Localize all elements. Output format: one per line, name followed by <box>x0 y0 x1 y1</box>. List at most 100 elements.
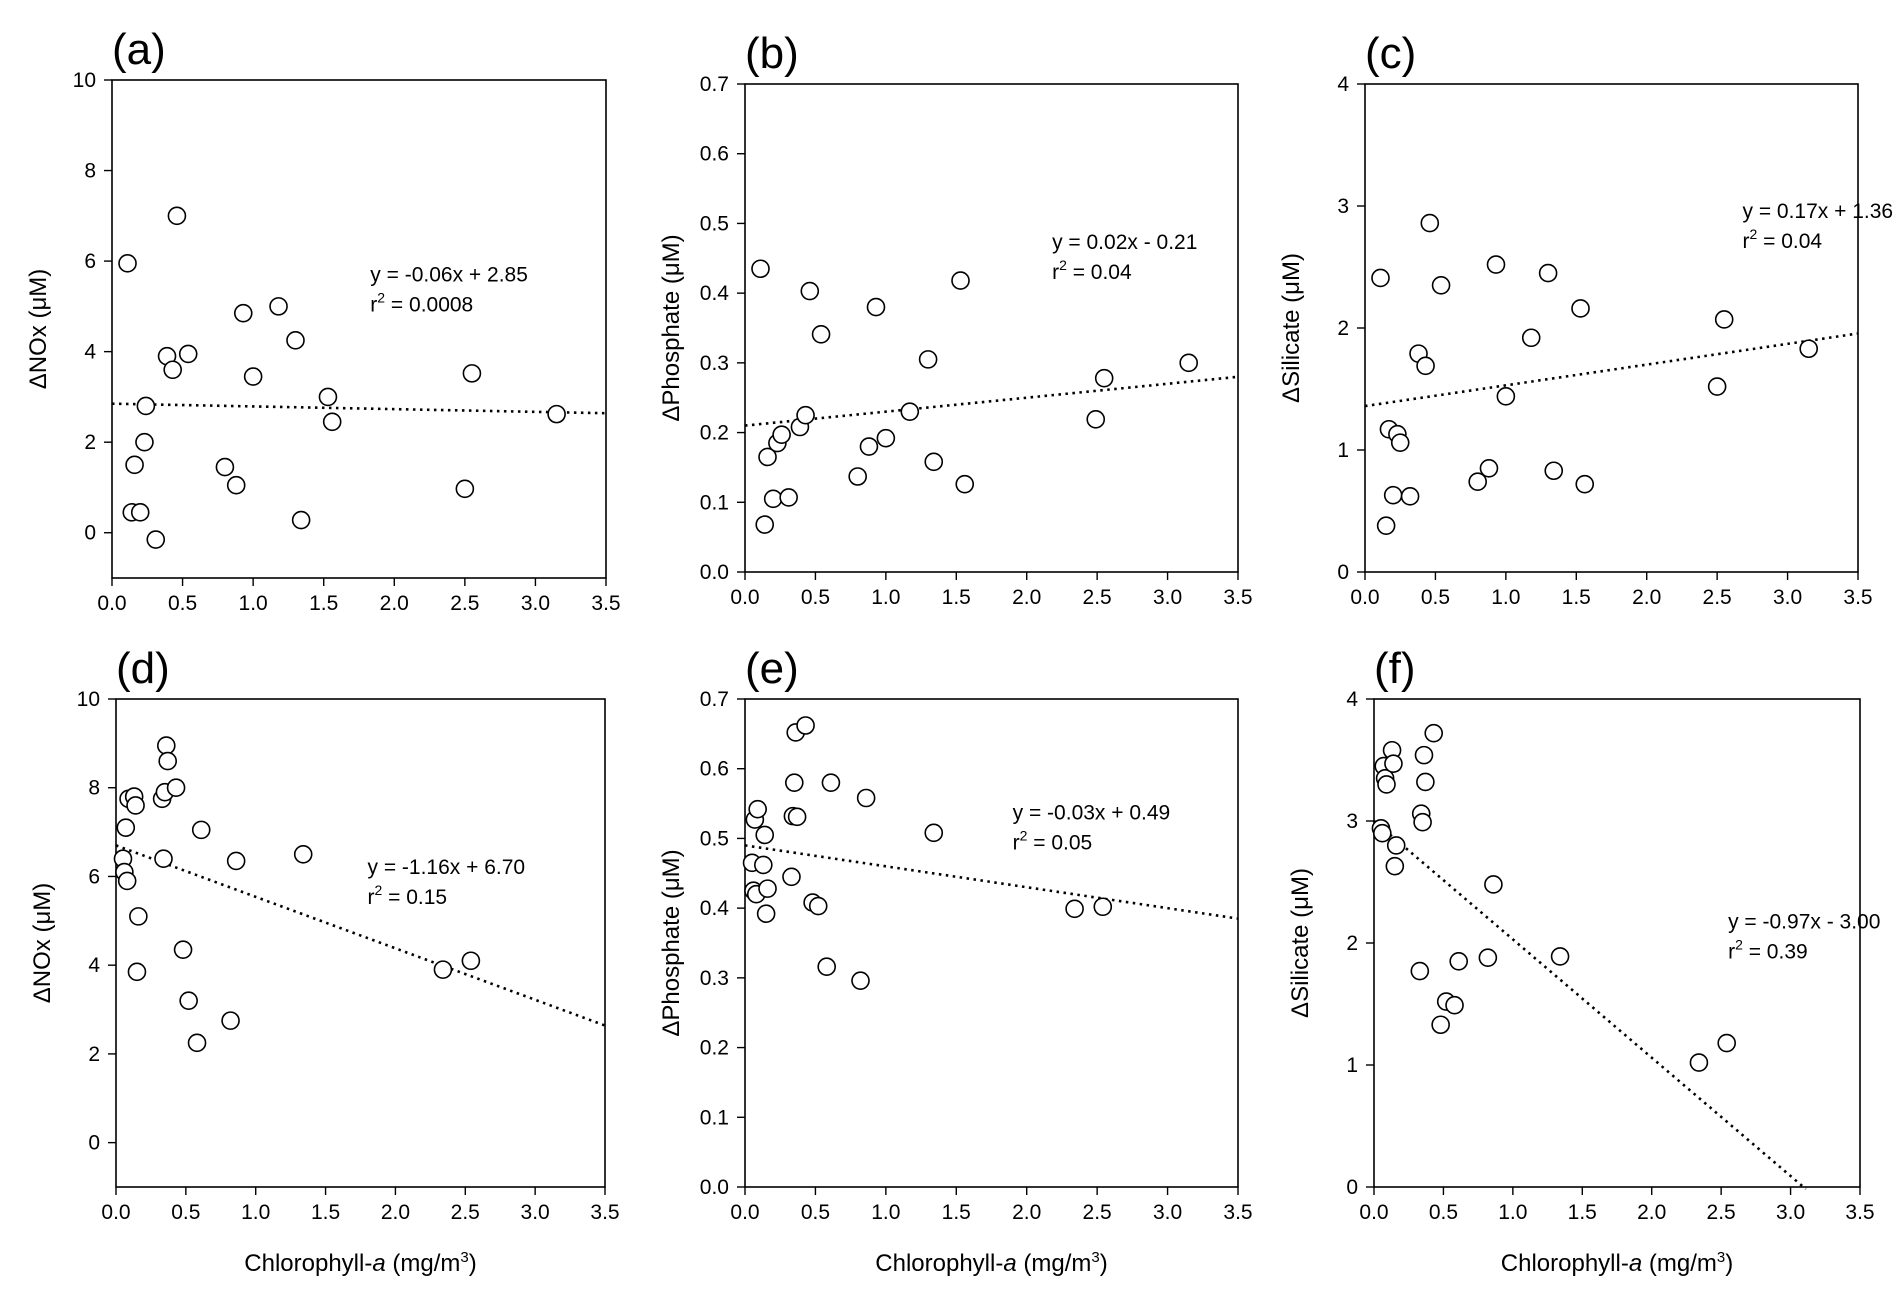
data-point-e <box>748 799 767 819</box>
y-tick-label-b: 0.7 <box>700 73 729 96</box>
r-squared-d: r2 = 0.15 <box>367 882 447 909</box>
data-point-c <box>1376 516 1396 535</box>
data-point-e <box>755 825 775 845</box>
data-point-a <box>130 503 150 522</box>
x-tick-label-a: 3.0 <box>521 592 550 615</box>
r-squared-c: r2 = 0.04 <box>1742 226 1822 253</box>
x-tick-label-a: 2.5 <box>450 592 479 615</box>
y-tick-label-d: 10 <box>77 688 100 711</box>
x-tick-label-f: 2.5 <box>1707 1201 1736 1224</box>
regression-line-c <box>1364 332 1859 408</box>
regression-line-b <box>744 375 1239 427</box>
y-tick-label-f: 3 <box>1346 810 1358 833</box>
y-tick-label-c: 0 <box>1337 561 1349 584</box>
x-tick-label-e: 1.5 <box>942 1201 971 1224</box>
data-point-c <box>1799 339 1818 359</box>
data-point-f <box>1445 995 1464 1015</box>
data-point-d <box>461 951 481 971</box>
panel-label-c: (c) <box>1365 29 1416 78</box>
data-point-f <box>1424 723 1444 743</box>
x-tick-label-b: 0.0 <box>730 586 759 609</box>
y-tick-label-f: 2 <box>1346 932 1358 955</box>
data-point-a <box>118 254 137 273</box>
y-tick-label-e: 0.5 <box>700 827 729 850</box>
data-point-f <box>1449 951 1469 971</box>
data-point-f <box>1410 961 1430 981</box>
data-point-e <box>1065 899 1084 919</box>
data-point-d <box>293 844 313 864</box>
data-point-c <box>1431 275 1451 295</box>
y-tick-label-b: 0.0 <box>700 561 729 584</box>
data-point-a <box>226 475 246 495</box>
y-tick-label-a: 6 <box>84 250 96 273</box>
x-tick-label-b: 2.5 <box>1083 586 1112 609</box>
x-tick-label-d: 3.0 <box>521 1201 550 1224</box>
panel-label-a: (a) <box>112 25 166 74</box>
data-point-b <box>763 489 783 509</box>
data-point-b <box>1179 353 1198 373</box>
data-point-a <box>462 364 482 383</box>
data-point-b <box>951 271 970 290</box>
plot-frame-e <box>744 698 1239 1188</box>
data-point-b <box>779 488 798 507</box>
plot-frame-d <box>115 698 606 1188</box>
regression-line-d <box>115 844 606 1027</box>
y-axis-label-d: ΔNOx (μM) <box>29 883 56 1004</box>
panel-label-b: (b) <box>745 29 799 78</box>
x-tick-label-b: 3.5 <box>1223 586 1252 609</box>
x-tick-label-e: 3.0 <box>1153 1201 1182 1224</box>
y-tick-label-c: 1 <box>1337 439 1349 462</box>
data-point-e <box>856 788 876 808</box>
x-tick-label-c: 1.5 <box>1562 586 1591 609</box>
x-tick-label-c: 3.5 <box>1843 586 1872 609</box>
x-tick-label-c: 2.0 <box>1632 586 1661 609</box>
data-point-d <box>191 820 211 840</box>
data-point-f <box>1689 1053 1709 1072</box>
data-point-c <box>1571 299 1590 318</box>
data-point-c <box>1371 268 1390 288</box>
x-tick-label-b: 1.5 <box>942 586 971 609</box>
data-point-c <box>1538 263 1558 283</box>
x-tick-label-f: 3.5 <box>1845 1201 1874 1224</box>
x-tick-label-b: 1.0 <box>871 586 900 609</box>
panel-label-d: (d) <box>116 644 170 693</box>
x-tick-label-a: 0.5 <box>168 592 197 615</box>
y-tick-label-a: 2 <box>84 431 96 454</box>
x-tick-label-b: 2.0 <box>1012 586 1041 609</box>
y-tick-label-b: 0.5 <box>700 212 729 235</box>
x-tick-label-f: 1.5 <box>1568 1201 1597 1224</box>
y-tick-label-d: 8 <box>88 777 100 800</box>
x-tick-label-d: 2.5 <box>451 1201 480 1224</box>
y-axis-label-e: ΔPhosphate (μM) <box>658 849 685 1036</box>
y-tick-label-e: 0.1 <box>700 1106 729 1129</box>
data-point-b <box>900 402 920 421</box>
y-axis-label-a: ΔNOx (μM) <box>25 269 52 390</box>
data-point-b <box>1094 368 1114 388</box>
x-axis-label-d: Chlorophyll-a (mg/m3) <box>244 1249 476 1277</box>
data-point-f <box>1386 836 1406 855</box>
data-point-f <box>1384 754 1403 773</box>
y-tick-label-e: 0.7 <box>700 688 729 711</box>
y-tick-label-f: 1 <box>1346 1054 1358 1077</box>
data-point-d <box>179 991 198 1010</box>
panel-b: (b) 0.0 0.5 1.0 1.5 2.0 2.5 3.0 3.5 0.0 0.1 0.2 0.3 0… <box>658 29 1253 609</box>
data-point-c <box>1707 377 1727 396</box>
data-point-c <box>1400 487 1420 506</box>
data-point-a <box>135 432 154 452</box>
y-tick-label-e: 0.6 <box>700 758 729 781</box>
data-point-c <box>1486 255 1506 274</box>
x-tick-label-b: 3.0 <box>1153 586 1182 609</box>
data-point-f <box>1478 948 1498 967</box>
data-point-f <box>1413 812 1432 832</box>
data-point-b <box>800 281 820 301</box>
data-point-d <box>226 851 246 871</box>
y-tick-label-a: 4 <box>84 341 96 364</box>
data-point-e <box>756 904 776 924</box>
r-squared-f: r2 = 0.39 <box>1728 936 1808 963</box>
data-point-d <box>117 871 137 891</box>
fit-equation-f: y = -0.97x - 3.00 <box>1728 910 1880 933</box>
x-tick-label-e: 2.0 <box>1012 1201 1041 1224</box>
data-point-b <box>876 428 896 448</box>
data-point-d <box>187 1033 207 1053</box>
x-axis-label-f: Chlorophyll-a (mg/m3) <box>1501 1249 1733 1277</box>
